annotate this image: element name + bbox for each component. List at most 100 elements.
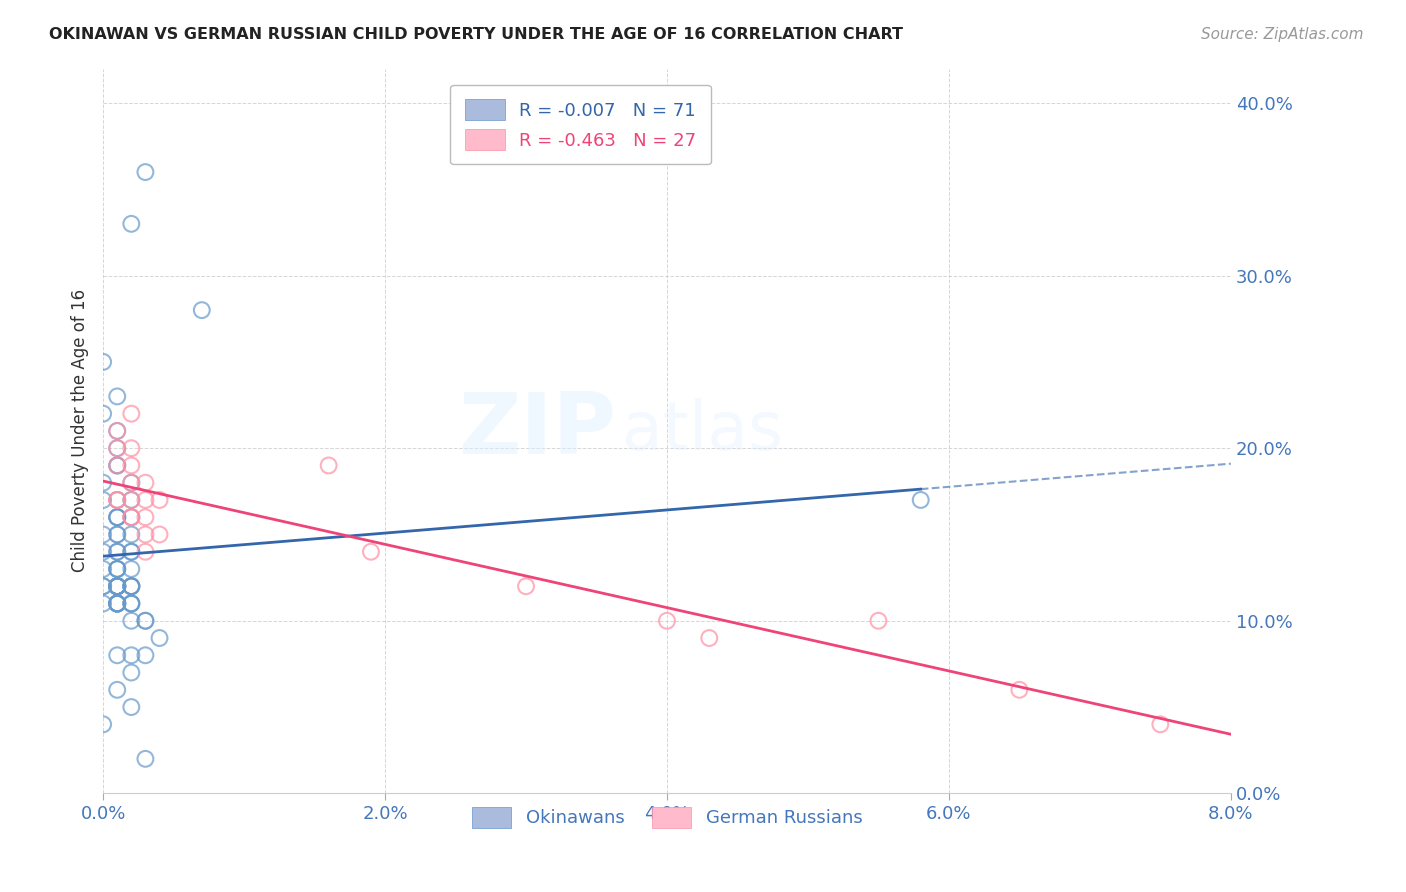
Point (120, 665, 142, 680)
Point (134, 648, 156, 663)
Point (91, 492, 114, 507)
Point (105, 510, 128, 524)
Point (148, 527, 170, 541)
Point (105, 562, 128, 576)
Point (120, 562, 142, 576)
Point (105, 597, 128, 611)
Point (105, 545, 128, 559)
Point (120, 700, 142, 714)
Point (105, 562, 128, 576)
Point (91, 355, 114, 369)
Point (91, 527, 114, 541)
Point (105, 597, 128, 611)
Point (148, 631, 170, 645)
Point (134, 492, 156, 507)
Point (105, 597, 128, 611)
Point (120, 597, 142, 611)
Point (105, 579, 128, 593)
Point (134, 527, 156, 541)
Point (105, 527, 128, 541)
Point (105, 597, 128, 611)
Point (134, 165, 156, 179)
Point (868, 614, 890, 628)
Point (105, 579, 128, 593)
Point (105, 579, 128, 593)
Point (697, 631, 720, 645)
Text: OKINAWAN VS GERMAN RUSSIAN CHILD POVERTY UNDER THE AGE OF 16 CORRELATION CHART: OKINAWAN VS GERMAN RUSSIAN CHILD POVERTY… (49, 27, 903, 42)
Point (105, 545, 128, 559)
Point (120, 510, 142, 524)
Point (191, 303, 214, 318)
Point (1008, 682, 1031, 697)
Point (120, 441, 142, 455)
Point (105, 597, 128, 611)
Point (120, 407, 142, 421)
Point (515, 579, 537, 593)
Point (91, 562, 114, 576)
Point (105, 424, 128, 438)
Point (134, 614, 156, 628)
Point (105, 648, 128, 663)
Point (120, 545, 142, 559)
Point (105, 682, 128, 697)
Point (120, 475, 142, 490)
Point (91, 545, 114, 559)
Point (120, 545, 142, 559)
Point (105, 579, 128, 593)
Point (120, 614, 142, 628)
Point (120, 510, 142, 524)
Point (105, 579, 128, 593)
Legend: Okinawans, German Russians: Okinawans, German Russians (464, 800, 870, 835)
Point (120, 527, 142, 541)
Point (91, 579, 114, 593)
Point (120, 597, 142, 611)
Point (105, 510, 128, 524)
Point (360, 545, 382, 559)
Point (120, 579, 142, 593)
Point (1149, 717, 1171, 731)
Text: ZIP: ZIP (458, 390, 616, 473)
Point (120, 579, 142, 593)
Point (134, 752, 156, 766)
Point (105, 441, 128, 455)
Point (105, 458, 128, 473)
Point (120, 579, 142, 593)
Point (105, 389, 128, 403)
Point (105, 492, 128, 507)
Point (120, 648, 142, 663)
Point (120, 217, 142, 231)
Point (148, 492, 170, 507)
Point (105, 441, 128, 455)
Point (105, 597, 128, 611)
Point (91, 475, 114, 490)
Text: atlas: atlas (621, 398, 783, 464)
Point (120, 597, 142, 611)
Point (105, 458, 128, 473)
Point (105, 579, 128, 593)
Point (91, 597, 114, 611)
Point (134, 475, 156, 490)
Point (105, 527, 128, 541)
Point (91, 579, 114, 593)
Point (91, 407, 114, 421)
Text: Source: ZipAtlas.com: Source: ZipAtlas.com (1201, 27, 1364, 42)
Point (318, 458, 340, 473)
Point (910, 492, 932, 507)
Point (120, 492, 142, 507)
Point (655, 614, 678, 628)
Point (134, 545, 156, 559)
Point (134, 614, 156, 628)
Point (120, 492, 142, 507)
Point (120, 579, 142, 593)
Point (120, 458, 142, 473)
Point (105, 424, 128, 438)
Point (105, 492, 128, 507)
Point (105, 579, 128, 593)
Point (105, 579, 128, 593)
Point (105, 562, 128, 576)
Point (105, 492, 128, 507)
Y-axis label: Child Poverty Under the Age of 16: Child Poverty Under the Age of 16 (72, 289, 89, 573)
Point (120, 475, 142, 490)
Point (134, 510, 156, 524)
Point (105, 510, 128, 524)
